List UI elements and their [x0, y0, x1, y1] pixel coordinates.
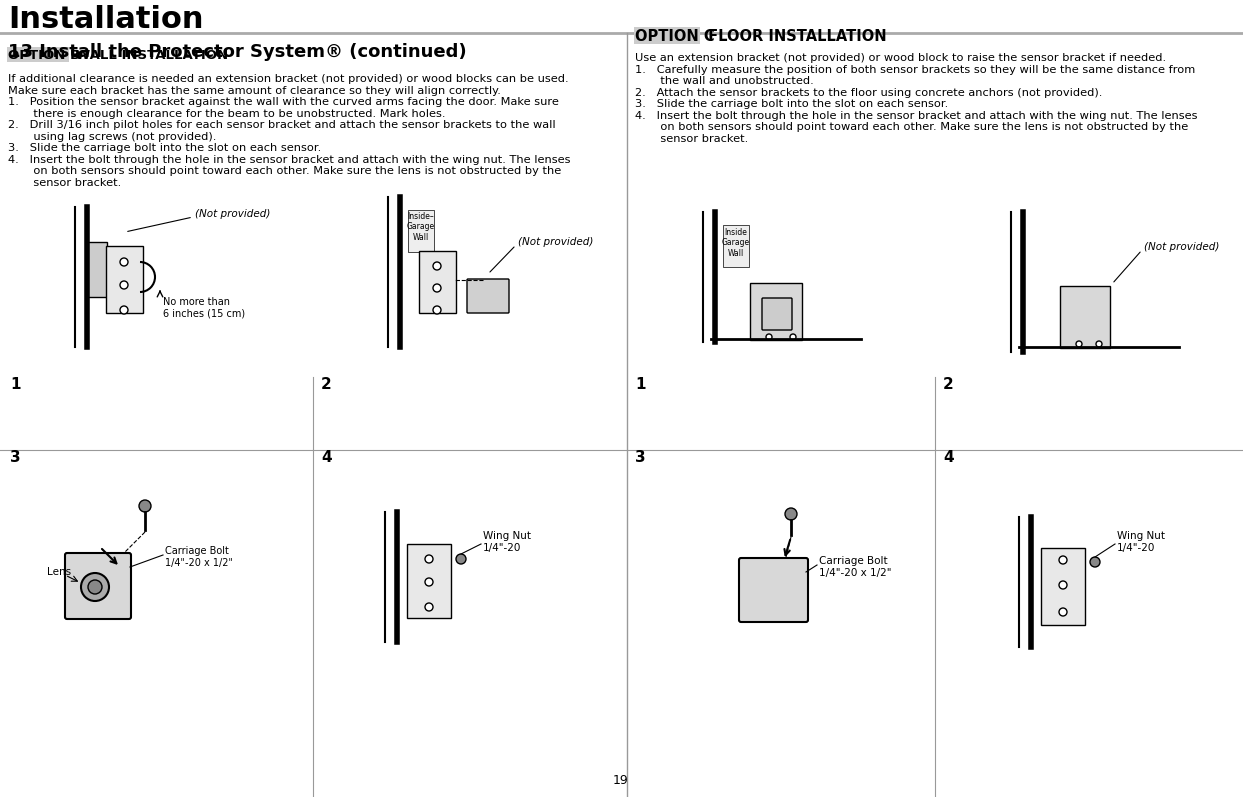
Text: 2: 2 — [321, 377, 332, 392]
Circle shape — [1090, 557, 1100, 567]
Text: 4.   Insert the bolt through the hole in the sensor bracket and attach with the : 4. Insert the bolt through the hole in t… — [7, 155, 571, 164]
Circle shape — [88, 580, 102, 594]
Text: Installation: Installation — [7, 5, 204, 34]
Text: the wall and unobstructed.: the wall and unobstructed. — [635, 76, 814, 86]
FancyBboxPatch shape — [634, 27, 700, 44]
FancyBboxPatch shape — [7, 47, 70, 62]
FancyBboxPatch shape — [65, 553, 131, 619]
Text: (Not provided): (Not provided) — [1144, 242, 1219, 252]
Circle shape — [1076, 341, 1081, 347]
FancyBboxPatch shape — [740, 558, 808, 622]
Text: (Not provided): (Not provided) — [195, 209, 271, 219]
Text: 2.   Drill 3/16 inch pilot holes for each sensor bracket and attach the sensor b: 2. Drill 3/16 inch pilot holes for each … — [7, 120, 556, 130]
Text: sensor bracket.: sensor bracket. — [7, 178, 122, 187]
Text: sensor bracket.: sensor bracket. — [635, 134, 748, 143]
Circle shape — [139, 500, 150, 512]
FancyBboxPatch shape — [762, 298, 792, 330]
Text: 1.   Position the sensor bracket against the wall with the curved arms facing th: 1. Position the sensor bracket against t… — [7, 97, 559, 107]
FancyBboxPatch shape — [723, 225, 750, 267]
Circle shape — [425, 555, 433, 563]
FancyBboxPatch shape — [419, 251, 456, 313]
Text: on both sensors should point toward each other. Make sure the lens is not obstru: on both sensors should point toward each… — [635, 122, 1188, 132]
Text: there is enough clearance for the beam to be unobstructed. Mark holes.: there is enough clearance for the beam t… — [7, 108, 445, 119]
Text: 13 Install the Protector System® (continued): 13 Install the Protector System® (contin… — [7, 43, 466, 61]
Text: FLOOR INSTALLATION: FLOOR INSTALLATION — [704, 29, 886, 44]
Circle shape — [766, 334, 772, 340]
FancyBboxPatch shape — [406, 544, 451, 618]
Text: 3: 3 — [10, 450, 21, 465]
Circle shape — [1059, 608, 1066, 616]
Text: 4.   Insert the bolt through the hole in the sensor bracket and attach with the : 4. Insert the bolt through the hole in t… — [635, 111, 1197, 120]
FancyBboxPatch shape — [87, 242, 107, 297]
Circle shape — [81, 573, 109, 601]
Circle shape — [425, 603, 433, 611]
FancyBboxPatch shape — [408, 210, 434, 252]
Text: OPTION C: OPTION C — [635, 29, 715, 44]
Text: Inside–
Garage
Wall: Inside– Garage Wall — [406, 212, 435, 241]
Text: Carriage Bolt
1/4"-20 x 1/2": Carriage Bolt 1/4"-20 x 1/2" — [165, 546, 232, 567]
Text: 4: 4 — [321, 450, 332, 465]
Text: 4: 4 — [943, 450, 953, 465]
Text: 19: 19 — [613, 774, 629, 787]
Circle shape — [786, 508, 797, 520]
Text: using lag screws (not provided).: using lag screws (not provided). — [7, 132, 216, 142]
Text: 3.   Slide the carriage bolt into the slot on each sensor.: 3. Slide the carriage bolt into the slot… — [635, 99, 948, 109]
Circle shape — [121, 281, 128, 289]
Circle shape — [791, 334, 796, 340]
Circle shape — [433, 284, 441, 292]
Text: Carriage Bolt
1/4"-20 x 1/2": Carriage Bolt 1/4"-20 x 1/2" — [819, 556, 891, 578]
Circle shape — [456, 554, 466, 564]
Text: OPTION B: OPTION B — [7, 49, 80, 62]
FancyBboxPatch shape — [106, 246, 143, 313]
Text: Wing Nut
1/4"-20: Wing Nut 1/4"-20 — [484, 531, 531, 553]
Text: Wing Nut
1/4"-20: Wing Nut 1/4"-20 — [1117, 531, 1165, 553]
Text: If additional clearance is needed an extension bracket (not provided) or wood bl: If additional clearance is needed an ext… — [7, 74, 568, 84]
Circle shape — [121, 306, 128, 314]
FancyBboxPatch shape — [467, 279, 508, 313]
Text: 3: 3 — [635, 450, 645, 465]
Text: 1: 1 — [635, 377, 645, 392]
Text: on both sensors should point toward each other. Make sure the lens is not obstru: on both sensors should point toward each… — [7, 166, 562, 176]
Text: Use an extension bracket (not provided) or wood block to raise the sensor bracke: Use an extension bracket (not provided) … — [635, 53, 1166, 63]
Text: WALL INSTALLATION: WALL INSTALLATION — [71, 49, 229, 62]
Circle shape — [1096, 341, 1103, 347]
Circle shape — [425, 578, 433, 586]
Circle shape — [1059, 556, 1066, 564]
Text: No more than
6 inches (15 cm): No more than 6 inches (15 cm) — [163, 297, 245, 319]
Circle shape — [121, 258, 128, 266]
Text: Lens: Lens — [47, 567, 71, 577]
Text: 2.   Attach the sensor brackets to the floor using concrete anchors (not provide: 2. Attach the sensor brackets to the flo… — [635, 88, 1103, 97]
Text: 3.   Slide the carriage bolt into the slot on each sensor.: 3. Slide the carriage bolt into the slot… — [7, 143, 321, 153]
FancyBboxPatch shape — [750, 283, 802, 340]
Text: 2: 2 — [943, 377, 953, 392]
Circle shape — [433, 262, 441, 270]
Circle shape — [1059, 581, 1066, 589]
Text: 1: 1 — [10, 377, 20, 392]
FancyBboxPatch shape — [1060, 286, 1110, 348]
Circle shape — [433, 306, 441, 314]
Text: 1.   Carefully measure the position of both sensor brackets so they will be the : 1. Carefully measure the position of bot… — [635, 65, 1196, 74]
FancyBboxPatch shape — [1040, 548, 1085, 625]
Text: Make sure each bracket has the same amount of clearance so they will align corre: Make sure each bracket has the same amou… — [7, 85, 501, 96]
Text: (Not provided): (Not provided) — [518, 237, 593, 247]
Text: Inside
Garage
Wall: Inside Garage Wall — [722, 228, 750, 257]
